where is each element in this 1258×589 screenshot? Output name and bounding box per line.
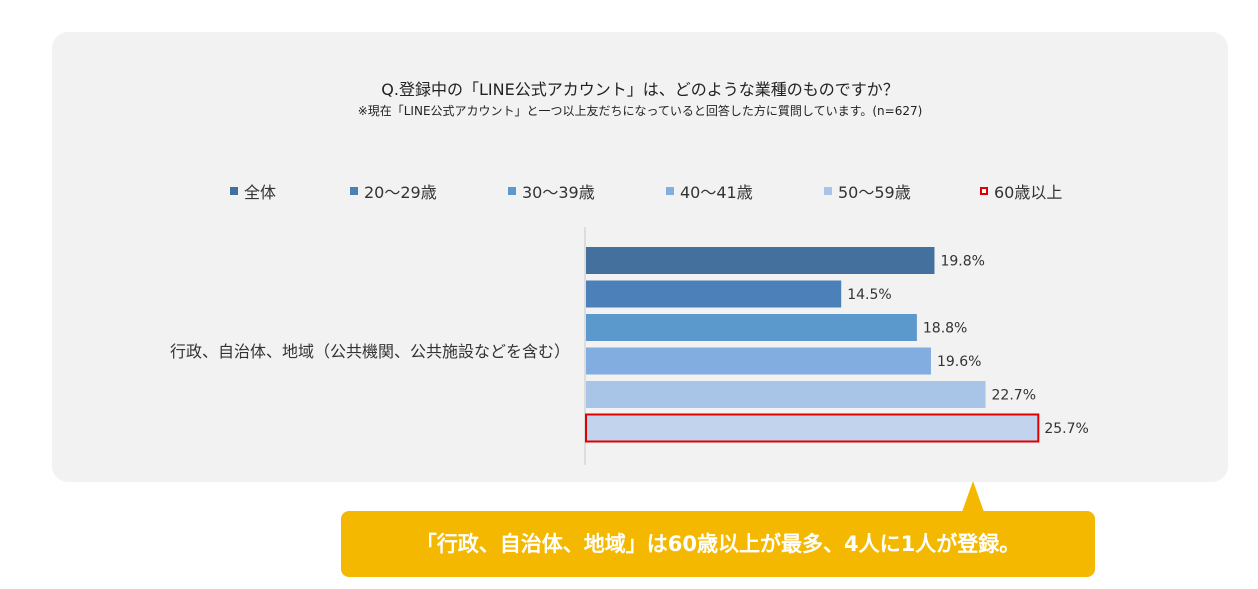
legend-item-20s: 20〜29歳 <box>350 180 437 202</box>
legend-item-30s: 30〜39歳 <box>508 180 595 202</box>
bar-0 <box>586 247 935 274</box>
legend-label: 全体 <box>244 183 277 202</box>
chart-subtitle: ※現在「LINE公式アカウント」と一つ以上友だちになっていると回答した方に質問し… <box>357 104 923 118</box>
legend-label: 30〜39歳 <box>522 183 595 202</box>
bar-3 <box>586 347 931 375</box>
legend-label: 40〜41歳 <box>680 183 753 202</box>
legend-item-50s: 50〜59歳 <box>824 180 911 202</box>
bar-value-label-5: 25.7% <box>1044 421 1088 437</box>
legend-swatch <box>350 187 358 195</box>
bar-value-label-4: 22.7% <box>992 388 1036 404</box>
bar-2 <box>586 314 917 341</box>
bar-value-label-2: 18.8% <box>923 321 967 337</box>
legend-swatch <box>508 187 516 195</box>
bar-1 <box>586 280 842 308</box>
legend-swatch <box>980 187 988 195</box>
bar-value-label-1: 14.5% <box>847 287 891 303</box>
legend-label: 50〜59歳 <box>838 183 911 202</box>
legend-item-60plus: 60歳以上 <box>980 180 1062 202</box>
category-label: 行政、自治体、地域（公共機関、公共施設などを含む） <box>169 342 570 361</box>
legend-item-40s: 40〜41歳 <box>666 180 753 202</box>
bar-value-label-3: 19.6% <box>937 354 981 370</box>
callout-text: 「行政、自治体、地域」は60歳以上が最多、4人に1人が登録。 <box>415 532 1021 556</box>
legend-swatch <box>666 187 674 195</box>
legend-label: 60歳以上 <box>994 183 1063 202</box>
bar-4 <box>586 381 986 408</box>
legend-swatch <box>230 187 238 195</box>
callout-box <box>341 511 1095 577</box>
chart-title: Q.登録中の「LINE公式アカウント」は、どのような業種のものですか？ <box>381 80 899 99</box>
bar-value-label-0: 19.8% <box>940 254 984 270</box>
bar-5 <box>585 413 1040 443</box>
legend-swatch <box>824 187 832 195</box>
legend-label: 20〜29歳 <box>364 183 437 202</box>
legend-item-all: 全体 <box>230 180 276 202</box>
callout-pointer <box>962 481 984 512</box>
